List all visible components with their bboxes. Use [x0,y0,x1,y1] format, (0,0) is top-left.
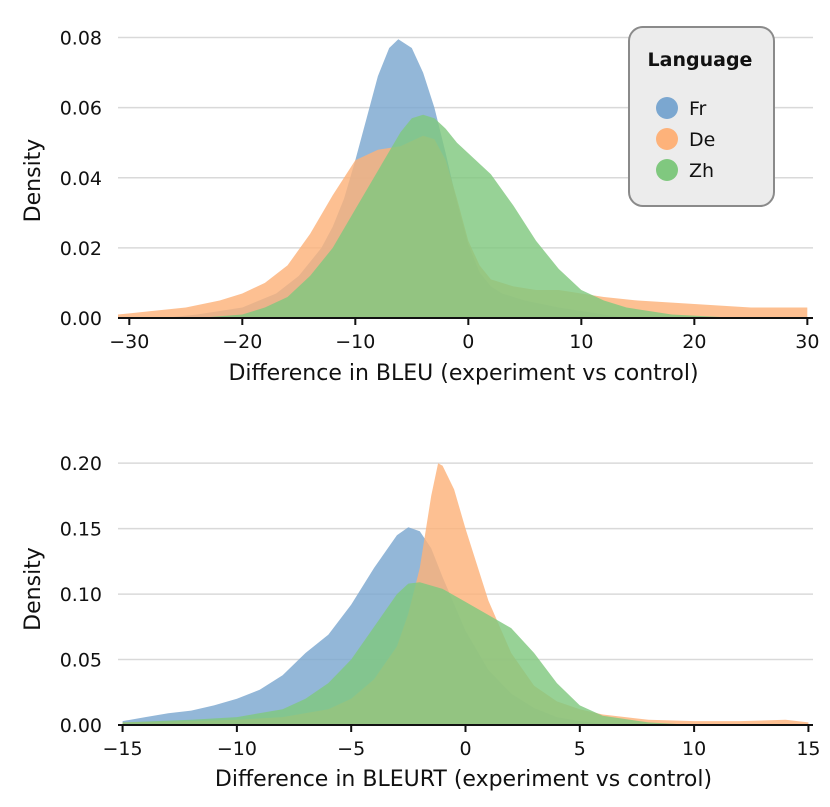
x-tick-label: 5 [574,738,586,760]
y-tick-label: 0.00 [60,715,102,737]
x-tick-label: −20 [222,331,262,353]
legend-swatch-fr [656,97,678,119]
y-tick-label: 0.05 [60,650,102,672]
legend-swatch-zh [656,159,678,181]
legend-label-fr: Fr [689,98,707,120]
y-tick-label: 0.06 [60,98,102,120]
y-tick-label: 0.08 [60,28,102,50]
y-tick-label: 0.04 [60,168,102,190]
x-axis-title: Difference in BLEU (experiment vs contro… [228,361,698,386]
x-tick-label: 20 [682,331,706,353]
y-tick-label: 0.02 [60,238,102,260]
x-tick-label: −10 [335,331,375,353]
y-tick-label: 0.10 [60,584,102,606]
legend-swatch-de [656,128,678,150]
legend-label-zh: Zh [689,160,714,182]
y-tick-label: 0.00 [60,308,102,330]
x-tick-label: 10 [569,331,593,353]
density-area-zh [197,114,740,318]
x-tick-label: −15 [103,738,143,760]
y-tick-label: 0.15 [60,519,102,541]
x-tick-label: −30 [109,331,149,353]
x-tick-label: 15 [796,738,820,760]
x-tick-label: −5 [337,738,365,760]
x-tick-label: −10 [217,738,257,760]
x-tick-label: 0 [462,331,474,353]
legend-title: Language [648,49,753,71]
y-axis-title: Density [21,547,46,631]
legend-label-de: De [689,129,715,151]
bleurt-density-panel: 0.00 0.05 0.10 0.15 0.20 −15 −10 −5 0 5 10 15 Differ… [21,453,821,792]
language-legend: Language Fr De Zh [628,26,775,207]
density-area-de [122,463,809,725]
x-tick-label: 30 [795,331,819,353]
y-tick-label: 0.20 [60,453,102,475]
density-area-zh [122,582,695,725]
x-axis-title: Difference in BLEURT (experiment vs cont… [215,767,712,792]
x-tick-label: 10 [682,738,706,760]
x-tick-label: 0 [459,738,471,760]
y-axis-title: Density [21,139,46,223]
